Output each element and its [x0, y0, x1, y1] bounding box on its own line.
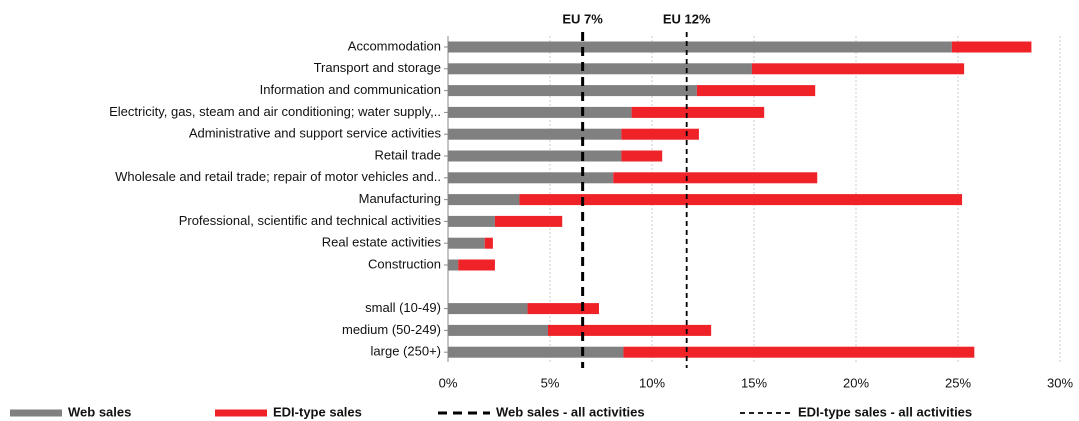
bar-segment	[527, 303, 599, 315]
bar-segment	[448, 324, 548, 336]
bar-segment	[621, 128, 699, 140]
y-tick-label: Real estate activities	[322, 235, 442, 250]
y-tick-label: Transport and storage	[314, 60, 441, 75]
x-tick-label: 20%	[843, 375, 869, 390]
x-tick-label: 25%	[945, 375, 971, 390]
y-tick-label: Manufacturing	[359, 191, 441, 206]
y-tick-label: small (10-49)	[365, 300, 441, 315]
legend-label: EDI-type sales - all activities	[798, 404, 972, 419]
bar-segment	[448, 303, 528, 315]
bar-segment	[448, 106, 632, 118]
bar-segment	[613, 172, 818, 184]
bar-segment	[448, 63, 752, 75]
legend-label: EDI-type sales	[273, 404, 362, 419]
bar-segment	[621, 150, 663, 162]
reference-label: EU 12%	[663, 11, 711, 26]
bar-segment	[631, 106, 765, 118]
x-tick-label: 10%	[639, 375, 665, 390]
legend-label: Web sales	[68, 404, 131, 419]
y-tick-label: medium (50-249)	[342, 322, 441, 337]
bar-segment	[448, 128, 622, 140]
bar-segment	[951, 41, 1032, 53]
bar-segment	[484, 237, 493, 249]
y-tick-label: large (250+)	[371, 344, 441, 359]
y-tick-label: Information and communication	[260, 82, 441, 97]
x-tick-label: 5%	[541, 375, 560, 390]
y-tick-label: Electricity, gas, steam and air conditio…	[109, 104, 441, 119]
bar-segment	[494, 215, 563, 227]
x-tick-label: 0%	[439, 375, 458, 390]
legend-swatch	[10, 409, 62, 417]
y-tick-label: Professional, scientific and technical a…	[179, 213, 442, 228]
bar-segment	[448, 237, 485, 249]
reference-label: EU 7%	[562, 11, 603, 26]
bar-segment	[448, 346, 624, 358]
legend-swatch	[215, 409, 267, 417]
bar-segment	[547, 324, 712, 336]
bar-segment	[623, 346, 975, 358]
bar-segment	[458, 259, 495, 271]
bar-segment	[448, 194, 520, 206]
y-tick-label: Administrative and support service activ…	[189, 126, 442, 141]
bar-segment	[448, 85, 697, 97]
y-tick-label: Accommodation	[348, 38, 441, 53]
bar-segment	[448, 259, 459, 271]
bar-segment	[448, 41, 952, 53]
bar-segment	[751, 63, 965, 75]
legend-label: Web sales - all activities	[496, 404, 645, 419]
bar-segment	[448, 150, 622, 162]
x-tick-label: 15%	[741, 375, 767, 390]
y-tick-label: Retail trade	[375, 147, 441, 162]
bar-segment	[519, 194, 963, 206]
y-tick-label: Construction	[368, 256, 441, 271]
x-tick-label: 30%	[1047, 375, 1073, 390]
bar-segment	[448, 215, 495, 227]
bar-segment	[696, 85, 816, 97]
y-tick-label: Wholesale and retail trade; repair of mo…	[115, 169, 441, 184]
bar-segment	[448, 172, 614, 184]
